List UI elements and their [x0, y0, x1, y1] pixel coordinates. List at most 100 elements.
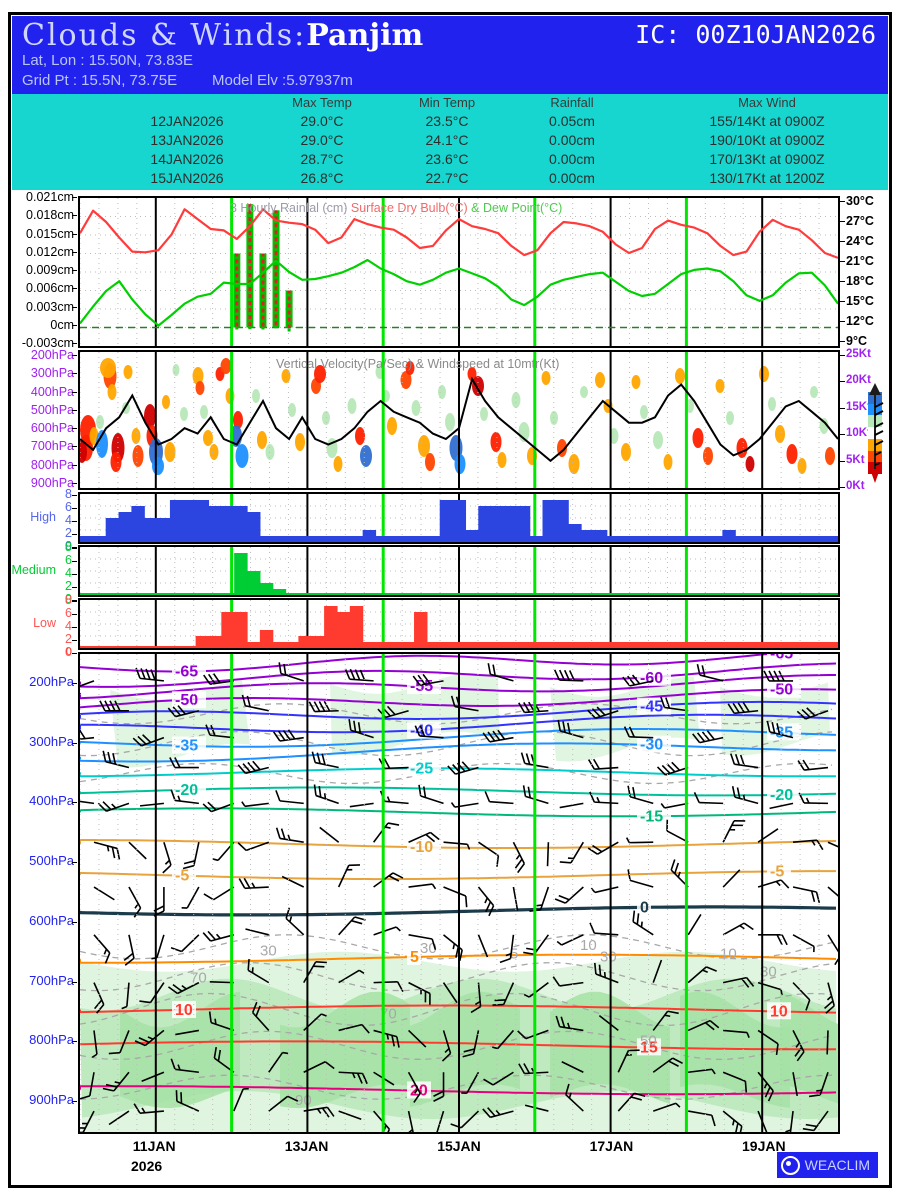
cell-max-wind: 190/10Kt at 0900Z	[709, 132, 825, 148]
svg-text:-60: -60	[640, 670, 663, 687]
svg-text:-5: -5	[770, 863, 784, 880]
tick	[72, 215, 77, 217]
rain-axis-tick: 0.009cm	[26, 263, 74, 277]
tick	[840, 321, 845, 322]
cell-max-wind: 170/13Kt at 0900Z	[709, 151, 825, 167]
svg-text:-50: -50	[175, 692, 198, 709]
svg-text:-25: -25	[410, 760, 433, 777]
weaclim-logo: WEACLIM	[776, 1152, 878, 1178]
rain-axis-tick: 0.012cm	[26, 244, 74, 259]
svg-text:10: 10	[720, 946, 737, 963]
tick	[72, 343, 77, 344]
temp-axis-tick: 9°C	[846, 334, 867, 348]
tick	[72, 802, 77, 804]
tick	[72, 653, 77, 654]
temp-axis-tick: 21°C	[846, 254, 874, 268]
cell-min-temp: 22.7°C	[425, 170, 469, 186]
rain-axis-tick: 0cm	[50, 317, 74, 332]
main-pressure-tick: 400hPa	[29, 793, 74, 809]
tick	[72, 574, 77, 575]
tick	[840, 487, 845, 488]
tick	[72, 270, 77, 271]
cell-rainfall: 0.00cm	[549, 151, 595, 167]
forecast-summary-table: Max Temp Min Temp Rainfall Max Wind 12JA…	[12, 94, 888, 190]
cloud-tick: 0	[65, 539, 72, 553]
x-tick-label: 11JAN	[132, 1138, 176, 1154]
tick	[72, 548, 77, 549]
tick	[72, 391, 77, 393]
tick	[72, 547, 77, 548]
svg-text:-15: -15	[640, 808, 663, 825]
tick	[72, 627, 77, 628]
tick	[72, 521, 77, 522]
tick	[72, 446, 77, 448]
tick	[72, 921, 77, 923]
rain-axis-tick: 0.003cm	[26, 299, 74, 314]
tick	[72, 601, 77, 602]
svg-text:-55: -55	[410, 678, 433, 695]
svg-text:10: 10	[175, 1002, 193, 1019]
tick	[840, 241, 845, 242]
cell-min-temp: 24.1°C	[425, 132, 469, 148]
svg-text:-65: -65	[770, 654, 793, 663]
vv-pressure-tick: 200hPa	[30, 348, 74, 362]
svg-text:30: 30	[260, 943, 277, 960]
col-header-max-temp: Max Temp	[292, 95, 352, 110]
svg-text:30: 30	[760, 964, 777, 981]
cell-date: 12JAN2026	[150, 113, 224, 129]
tick	[72, 682, 77, 684]
vv-pressure-tick: 500hPa	[30, 402, 74, 417]
cloud-tick: 6	[65, 606, 72, 620]
init-condition: IC: 00Z10JAN2026	[635, 20, 876, 49]
svg-text:30: 30	[600, 949, 617, 966]
cell-date: 14JAN2026	[150, 151, 224, 167]
tick	[840, 301, 845, 302]
svg-text:10: 10	[770, 1003, 788, 1020]
zero-marker: 0	[65, 646, 72, 658]
temp-axis-tick: 24°C	[846, 234, 874, 248]
svg-text:-20: -20	[770, 787, 793, 804]
low-cloud-plot	[80, 600, 838, 648]
tick	[840, 434, 845, 436]
tick	[72, 614, 77, 615]
temp-axis-tick: 12°C	[846, 314, 874, 328]
cell-rainfall: 0.00cm	[549, 132, 595, 148]
wind-barb-legend-icon	[866, 383, 886, 483]
svg-text:-50: -50	[770, 682, 793, 699]
temp-axis-tick: 27°C	[846, 214, 874, 228]
cell-max-temp: 28.7°C	[300, 151, 344, 167]
wind-axis-tick: 25Kt	[846, 348, 871, 360]
svg-text:5: 5	[510, 946, 518, 963]
main-pressure-tick: 600hPa	[29, 912, 74, 928]
cloud-row-label-low: Low	[33, 616, 56, 630]
panel-rain-drybulb-dewpoint: 3 Hourly Rainfal (cm) Surface Dry Bulb(°…	[78, 196, 840, 348]
tick	[72, 561, 77, 562]
svg-text:30: 30	[420, 940, 437, 957]
header-banner: Clouds & Winds:Panjim IC: 00Z10JAN2026 L…	[12, 16, 888, 94]
tick	[840, 381, 845, 383]
wind-axis-tick: 5Kt	[846, 453, 865, 466]
x-tick-label: 19JAN	[742, 1138, 786, 1154]
svg-text:0: 0	[640, 899, 649, 916]
tick	[840, 460, 845, 462]
gridpt-label: Grid Pt : 15.5N, 73.75E	[22, 72, 178, 89]
vv-pressure-tick: 600hPa	[30, 421, 74, 436]
rain-axis-tick: 0.006cm	[26, 281, 74, 296]
tick	[840, 201, 845, 202]
x-tick-label: 15JAN	[437, 1138, 481, 1154]
main-pressure-tick: 300hPa	[29, 733, 74, 749]
tick	[72, 495, 77, 496]
tick	[72, 233, 77, 235]
wind-axis-tick: 15Kt	[846, 400, 871, 413]
svg-text:-10: -10	[410, 839, 433, 856]
svg-text:-30: -30	[640, 737, 663, 754]
rain-axis-tick: 0.018cm	[26, 208, 74, 223]
medium-cloud-plot	[80, 547, 838, 595]
tick	[72, 251, 77, 253]
x-axis-labels: 11JAN 13JAN 15JAN 17JAN 19JAN	[78, 1136, 840, 1176]
cloud-tick: 8	[65, 487, 72, 501]
cell-rainfall: 0.00cm	[549, 170, 595, 186]
cell-min-temp: 23.6°C	[425, 151, 469, 167]
copyright-ring-icon	[780, 1155, 800, 1175]
col-header-min-temp: Min Temp	[418, 95, 476, 110]
